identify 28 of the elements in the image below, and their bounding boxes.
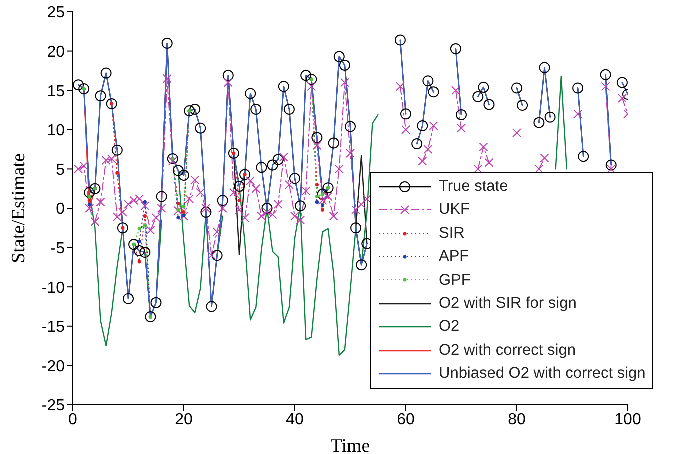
y-tick-label: -5 bbox=[50, 240, 66, 258]
y-tick-label: 0 bbox=[56, 201, 66, 218]
y-tick-label: -20 bbox=[42, 358, 66, 376]
y-tick-label: 10 bbox=[47, 122, 66, 140]
x-tick-label: 40 bbox=[286, 411, 304, 428]
x-tick-label: 80 bbox=[508, 411, 526, 428]
x-tick-label: 0 bbox=[68, 411, 78, 428]
legend-label: UKF bbox=[439, 200, 470, 220]
y-axis-title: State/Estimate bbox=[8, 154, 30, 264]
x-axis-title: Time bbox=[330, 436, 370, 454]
legend-label: APF bbox=[439, 247, 470, 268]
legend-label: O2 with correct sign bbox=[439, 340, 576, 361]
legend-label: O2 bbox=[439, 317, 460, 338]
y-tick-label: 25 bbox=[47, 4, 66, 22]
y-tick-label: -25 bbox=[42, 398, 66, 415]
x-tick-label: 100 bbox=[614, 411, 642, 428]
x-tick-label: 20 bbox=[175, 411, 193, 428]
legend-label: True state bbox=[439, 177, 508, 197]
y-tick-label: -10 bbox=[42, 280, 66, 297]
legend-label: Unbiased O2 with correct sign bbox=[439, 364, 646, 384]
legend-label: SIR bbox=[439, 224, 465, 244]
y-tick-label: 5 bbox=[56, 162, 66, 179]
x-tick-label: 60 bbox=[397, 411, 415, 428]
legend-label: GPF bbox=[439, 270, 471, 291]
legend-label: O2 with SIR for sign bbox=[439, 294, 577, 314]
y-tick-label: 15 bbox=[47, 83, 66, 100]
y-tick-label: 20 bbox=[47, 44, 66, 61]
y-tick-label: -15 bbox=[42, 319, 66, 336]
